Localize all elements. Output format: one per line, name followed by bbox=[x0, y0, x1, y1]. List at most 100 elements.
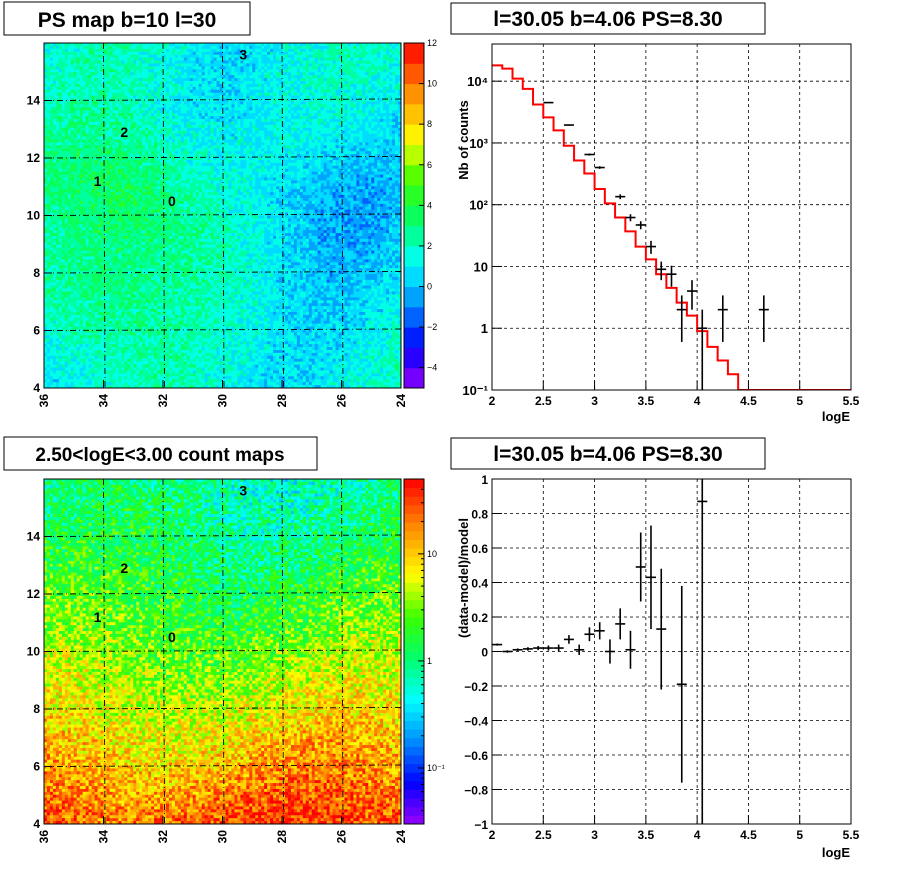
ps-map-cell bbox=[389, 93, 392, 96]
ps-map-cell bbox=[321, 84, 324, 87]
ps-map-cell bbox=[291, 90, 294, 93]
ps-map-cell bbox=[356, 101, 359, 104]
ps-map-cell bbox=[211, 137, 214, 140]
ps-map-cell bbox=[309, 61, 312, 64]
ps-map-cell bbox=[139, 87, 142, 90]
ps-map-cell bbox=[350, 119, 353, 122]
ps-map-cell bbox=[365, 148, 368, 151]
ps-map-cell bbox=[321, 66, 324, 69]
ps-map-cell bbox=[365, 145, 368, 148]
ps-map-cell bbox=[196, 90, 199, 93]
ps-map-cell bbox=[115, 90, 118, 93]
ps-map-cell bbox=[154, 55, 157, 58]
ps-map-cell bbox=[175, 87, 178, 90]
ps-map-cell bbox=[184, 84, 187, 87]
ps-map-cell bbox=[127, 101, 130, 104]
ps-map-cell bbox=[181, 119, 184, 122]
ps-map-cell bbox=[306, 139, 309, 142]
ps-map-cell bbox=[231, 110, 234, 113]
ps-map-cell bbox=[300, 119, 303, 122]
ps-map-cell bbox=[297, 125, 300, 128]
ps-map-cell bbox=[199, 104, 202, 107]
ps-map-cell bbox=[80, 148, 83, 151]
ps-map-cell bbox=[344, 75, 347, 78]
ps-map-cell bbox=[353, 55, 356, 58]
ps-map-cell bbox=[288, 75, 291, 78]
ps-map-cell bbox=[321, 151, 324, 154]
ps-map-cell bbox=[237, 104, 240, 107]
ps-map-cell bbox=[261, 160, 264, 163]
ps-map-cell bbox=[193, 55, 196, 58]
ps-map-cell bbox=[344, 66, 347, 69]
ps-map-cell bbox=[148, 148, 151, 151]
ps-map-cell bbox=[303, 84, 306, 87]
ps-map-cell bbox=[145, 139, 148, 142]
ps-map-cell bbox=[106, 63, 109, 66]
ps-map-cell bbox=[234, 122, 237, 125]
ps-map-cell bbox=[336, 63, 339, 66]
ps-map-cell bbox=[240, 142, 243, 145]
ps-map-cell bbox=[175, 134, 178, 137]
ps-map-cell bbox=[136, 75, 139, 78]
ps-map-cell bbox=[145, 116, 148, 119]
ps-map-cell bbox=[62, 69, 65, 72]
ps-map-cell bbox=[371, 66, 374, 69]
ps-map-cell bbox=[336, 66, 339, 69]
ps-map-cell bbox=[127, 160, 130, 163]
ps-map-cell bbox=[130, 90, 133, 93]
ps-map-cell bbox=[77, 101, 80, 104]
ps-map-cell bbox=[124, 52, 127, 55]
ps-map-cell bbox=[148, 90, 151, 93]
ps-map-cell bbox=[225, 104, 228, 107]
ps-map-cell bbox=[112, 52, 115, 55]
ps-map-cell bbox=[154, 142, 157, 145]
ps-map-cell bbox=[240, 72, 243, 75]
ps-map-cell bbox=[142, 58, 145, 61]
ps-map-cell bbox=[157, 122, 160, 125]
ps-map-cell bbox=[285, 46, 288, 49]
ps-map-cell bbox=[395, 134, 398, 137]
ps-map-cell bbox=[374, 113, 377, 116]
ps-map-cell bbox=[294, 61, 297, 64]
ps-map-cell bbox=[166, 154, 169, 157]
ps-map-cell bbox=[68, 87, 71, 90]
ps-map-cell bbox=[169, 52, 172, 55]
ps-map-cell bbox=[231, 93, 234, 96]
ps-map-cell bbox=[225, 137, 228, 140]
ps-map-cell bbox=[318, 145, 321, 148]
ps-map-cell bbox=[318, 139, 321, 142]
ps-map-cell bbox=[276, 75, 279, 78]
ps-map-cell bbox=[353, 49, 356, 52]
ps-map-cell bbox=[347, 131, 350, 134]
ps-map-cell bbox=[106, 55, 109, 58]
ps-map-cell bbox=[109, 128, 112, 131]
ps-map-cell bbox=[50, 139, 53, 142]
ps-map-cell bbox=[187, 128, 190, 131]
ps-map-cell bbox=[130, 119, 133, 122]
ps-map-cell bbox=[234, 154, 237, 157]
ps-map-cell bbox=[217, 128, 220, 131]
ps-map-cell bbox=[154, 160, 157, 163]
ps-map-cell bbox=[77, 104, 80, 107]
ps-map-cell bbox=[71, 160, 74, 163]
ps-map-cell bbox=[324, 46, 327, 49]
ps-map-cell bbox=[77, 128, 80, 131]
ps-map-cell bbox=[136, 55, 139, 58]
ps-map-cell bbox=[243, 142, 246, 145]
ps-map-cell bbox=[169, 55, 172, 58]
ps-map-cell bbox=[208, 63, 211, 66]
ps-map-cell bbox=[324, 101, 327, 104]
ps-map-cell bbox=[83, 110, 86, 113]
ps-map-cell bbox=[297, 160, 300, 163]
ps-map-cell bbox=[115, 78, 118, 81]
ps-map-cell bbox=[374, 125, 377, 128]
ps-map-cell bbox=[169, 116, 172, 119]
ps-map-cell bbox=[130, 49, 133, 52]
ps-map-cell bbox=[327, 119, 330, 122]
ps-map-cell bbox=[199, 63, 202, 66]
ps-map-cell bbox=[261, 113, 264, 116]
ps-map-cell bbox=[252, 137, 255, 140]
ps-map-cell bbox=[392, 87, 395, 90]
ps-map-cell bbox=[330, 151, 333, 154]
ps-map-cell bbox=[109, 151, 112, 154]
